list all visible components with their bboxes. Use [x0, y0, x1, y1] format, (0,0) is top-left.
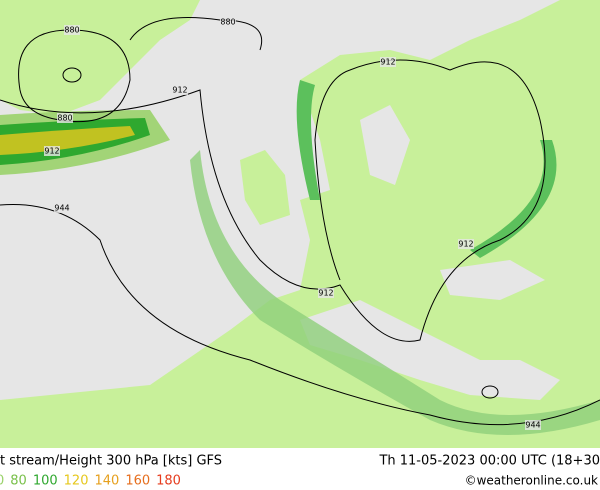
legend-label: 100	[33, 474, 58, 489]
contour-label: 912	[380, 58, 395, 67]
footer	[0, 448, 600, 490]
contour-label-bg	[64, 25, 80, 35]
contour-label-bg	[57, 113, 73, 123]
contour-label: 912	[318, 289, 333, 298]
credit: ©weatheronline.co.uk	[465, 474, 598, 488]
land	[0, 30, 110, 110]
contour-label-bg	[380, 57, 396, 67]
contour-label: 944	[54, 204, 69, 213]
jet-band	[296, 80, 320, 200]
contour-label-bg	[220, 17, 236, 27]
legend-label: 180	[156, 474, 181, 489]
legend-label: 80	[10, 474, 27, 489]
contour-label-bg	[44, 146, 60, 156]
sea	[440, 260, 545, 300]
contour-line	[129, 17, 262, 51]
contour-label: 944	[525, 421, 540, 430]
land	[240, 150, 290, 225]
contour-label-bg	[172, 85, 188, 95]
contour-label-bg	[54, 203, 70, 213]
contour-line	[62, 67, 82, 83]
sea	[300, 300, 560, 400]
legend-label: 120	[64, 474, 89, 489]
contour-line	[0, 59, 546, 342]
contour-label: 912	[44, 147, 59, 156]
contour-label: 880	[64, 26, 79, 35]
jet-band	[470, 140, 557, 258]
contour-label-bg	[458, 239, 474, 249]
valid-time: Th 11-05-2023 00:00 UTC (18+30	[378, 454, 600, 469]
jet-core	[0, 126, 135, 155]
contour-label-bg	[318, 288, 334, 298]
contour-line	[481, 385, 499, 399]
sea	[360, 105, 410, 185]
contour-label: 880	[57, 114, 72, 123]
legend-label: 160	[125, 474, 150, 489]
contour-line	[18, 29, 131, 123]
contour-label: 912	[172, 86, 187, 95]
contour-label: 912	[458, 240, 473, 249]
title: t stream/Height 300 hPa [kts] GFS	[0, 454, 222, 469]
land	[0, 0, 600, 448]
jet-band	[190, 150, 600, 435]
legend-label: 140	[94, 474, 119, 489]
legend-label: 0	[0, 474, 4, 489]
contours	[0, 17, 600, 426]
contour-line	[0, 203, 600, 426]
contour-label-bg	[525, 420, 541, 430]
contour-label: 880	[220, 18, 235, 27]
